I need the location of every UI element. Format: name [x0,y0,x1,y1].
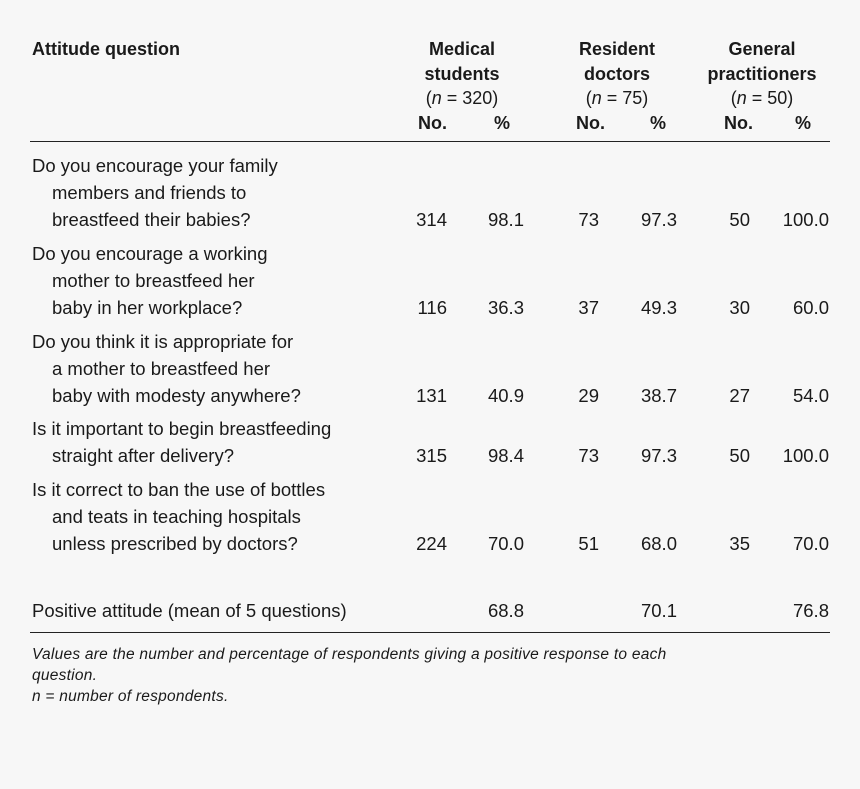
column-header-attitude-question: Attitude question [32,39,180,59]
summary-label: Positive attitude (mean of 5 questions) [32,600,347,621]
value-cell: 50 [729,445,750,466]
subheader-percent: % [650,113,667,133]
value-cell: 315 [416,445,447,466]
group-title-line2: doctors [583,63,650,84]
question-text: Do you encourage a working [32,243,268,264]
value-cell: 100.0 [782,209,829,230]
subheader-percent: % [494,113,511,133]
question-text: straight after delivery? [52,445,235,466]
question-text: baby in her workplace? [52,297,243,318]
question-text: a mother to breastfeed her [52,358,271,379]
value-cell: 70.0 [792,533,829,554]
question-text: mother to breastfeed her [52,270,255,291]
value-cell: 116 [417,297,448,318]
group-title-line2: students [424,63,500,84]
value-cell: 314 [416,209,447,230]
value-cell: 98.1 [487,209,524,230]
summary-value: 76.8 [792,600,829,621]
value-cell: 38.7 [640,385,677,406]
value-cell: 224 [416,533,447,554]
footnote-line: n = number of respondents. [32,688,229,705]
value-cell: 27 [729,385,750,406]
column-group-resident-doctors: Resident doctors (n = 75) [557,37,677,111]
question-text: baby with modesty anywhere? [52,385,301,406]
group-title-line1: Medical [428,39,496,59]
group-title-line1: Resident [578,39,656,59]
value-cell: 97.3 [640,445,677,466]
group-sample-size: (n = 320) [425,88,499,108]
value-cell: 98.4 [487,445,524,466]
value-cell: 40.9 [487,385,524,406]
group-sample-size: (n = 75) [585,88,649,108]
footnote-line: Values are the number and percentage of … [32,646,667,663]
value-cell: 73 [578,209,599,230]
value-cell: 68.0 [640,533,677,554]
header-divider [30,141,830,142]
group-title-line2: practitioners [707,63,817,84]
summary-value: 68.8 [487,600,524,621]
summary-value: 70.1 [640,600,677,621]
question-text: Is it correct to ban the use of bottles [32,479,326,500]
column-group-medical-students: Medical students (n = 320) [402,37,522,111]
value-cell: 50 [729,209,750,230]
value-cell: 51 [578,533,599,554]
value-cell: 37 [578,297,599,318]
value-cell: 36.3 [487,297,524,318]
question-text: Do you think it is appropriate for [32,331,294,352]
value-cell: 131 [416,385,447,406]
question-text: members and friends to [52,182,247,203]
column-group-general-practitioners: General practitioners (n = 50) [692,37,832,111]
value-cell: 54.0 [792,385,829,406]
footnote-line: question. [32,667,98,684]
value-cell: 60.0 [792,297,829,318]
group-sample-size: (n = 50) [730,88,794,108]
subheader-no: No. [724,113,753,133]
value-cell: 30 [729,297,750,318]
value-cell: 70.0 [487,533,524,554]
value-cell: 100.0 [782,445,829,466]
subheader-no: No. [576,113,605,133]
value-cell: 35 [729,533,750,554]
question-text: breastfeed their babies? [52,209,251,230]
question-text: Is it important to begin breastfeeding [32,418,332,439]
value-cell: 49.3 [640,297,677,318]
value-cell: 97.3 [640,209,677,230]
question-text: unless prescribed by doctors? [52,533,298,554]
value-cell: 29 [578,385,599,406]
subheader-no: No. [418,113,447,133]
question-text: Do you encourage your family [32,155,278,176]
subheader-percent: % [795,113,812,133]
group-title-line1: General [728,39,796,59]
value-cell: 73 [578,445,599,466]
question-text: and teats in teaching hospitals [52,506,301,527]
footer-divider [30,632,830,633]
